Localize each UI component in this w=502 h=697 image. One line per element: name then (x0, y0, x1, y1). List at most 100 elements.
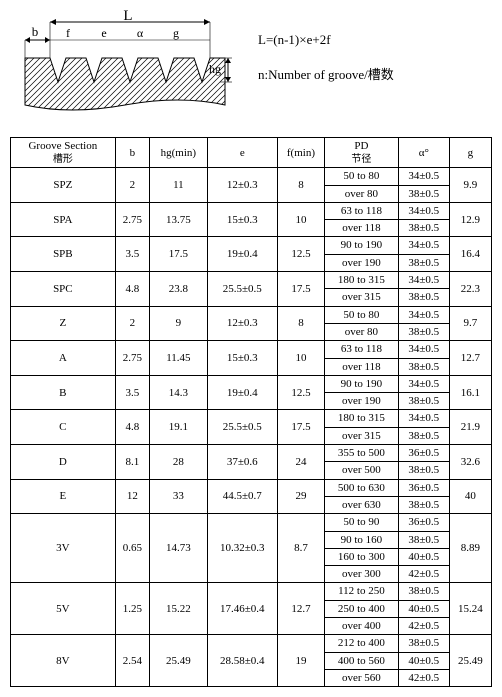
cell-alpha: 36±0.5 (398, 514, 449, 531)
groove-diagram: L b f e α g hg (10, 10, 240, 125)
cell-g: 22.3 (449, 272, 491, 307)
hdr-g: g (449, 138, 491, 168)
cell-section: C (11, 410, 116, 445)
cell-e: 10.32±0.3 (207, 514, 277, 583)
cell-alpha: 38±0.5 (398, 289, 449, 306)
table-row: A2.7511.4515±0.31063 to 11834±0.512.7 (11, 341, 492, 358)
cell-hg: 23.8 (150, 272, 207, 307)
cell-f: 10 (277, 341, 324, 376)
cell-g: 25.49 (449, 635, 491, 687)
cell-g: 8.89 (449, 514, 491, 583)
cell-g: 40 (449, 479, 491, 514)
cell-b: 0.65 (115, 514, 149, 583)
cell-g: 12.9 (449, 202, 491, 237)
cell-alpha: 34±0.5 (398, 341, 449, 358)
cell-pd: 50 to 80 (324, 306, 398, 323)
cell-g: 12.7 (449, 341, 491, 376)
cell-alpha: 38±0.5 (398, 635, 449, 652)
cell-alpha: 34±0.5 (398, 168, 449, 185)
label-b: b (32, 24, 39, 39)
cell-pd: 90 to 190 (324, 375, 398, 392)
cell-f: 10 (277, 202, 324, 237)
cell-b: 2 (115, 306, 149, 341)
formula-line1: L=(n-1)×e+2f (258, 32, 394, 48)
formula-line2: n:Number of groove/槽数 (258, 64, 394, 83)
cell-hg: 11 (150, 168, 207, 203)
table-row: Z2912±0.3850 to 8034±0.59.7 (11, 306, 492, 323)
cell-alpha: 34±0.5 (398, 237, 449, 254)
cell-g: 15.24 (449, 583, 491, 635)
cell-alpha: 38±0.5 (398, 427, 449, 444)
cell-f: 19 (277, 635, 324, 687)
cell-b: 4.8 (115, 272, 149, 307)
table-row: 3V0.6514.7310.32±0.38.750 to 9036±0.58.8… (11, 514, 492, 531)
hdr-pd: PD节径 (324, 138, 398, 168)
cell-alpha: 38±0.5 (398, 358, 449, 375)
cell-e: 25.5±0.5 (207, 272, 277, 307)
cell-pd: 90 to 190 (324, 237, 398, 254)
cell-alpha: 34±0.5 (398, 272, 449, 289)
cell-pd: 112 to 250 (324, 583, 398, 600)
cell-pd: 180 to 315 (324, 272, 398, 289)
cell-f: 29 (277, 479, 324, 514)
cell-b: 12 (115, 479, 149, 514)
cell-g: 32.6 (449, 445, 491, 480)
cell-hg: 33 (150, 479, 207, 514)
cell-alpha: 38±0.5 (398, 393, 449, 410)
label-g: g (173, 26, 179, 40)
cell-alpha: 34±0.5 (398, 375, 449, 392)
cell-e: 19±0.4 (207, 375, 277, 410)
cell-hg: 9 (150, 306, 207, 341)
cell-pd: 400 to 560 (324, 652, 398, 669)
cell-b: 2 (115, 168, 149, 203)
cell-e: 28.58±0.4 (207, 635, 277, 687)
cell-g: 9.7 (449, 306, 491, 341)
cell-alpha: 38±0.5 (398, 531, 449, 548)
cell-alpha: 36±0.5 (398, 445, 449, 462)
cell-alpha: 42±0.5 (398, 566, 449, 583)
cell-e: 19±0.4 (207, 237, 277, 272)
cell-pd: over 315 (324, 427, 398, 444)
hdr-b: b (115, 138, 149, 168)
cell-b: 3.5 (115, 375, 149, 410)
cell-section: 8V (11, 635, 116, 687)
cell-e: 15±0.3 (207, 202, 277, 237)
cell-alpha: 40±0.5 (398, 652, 449, 669)
label-L: L (123, 10, 132, 24)
cell-f: 12.5 (277, 375, 324, 410)
cell-hg: 28 (150, 445, 207, 480)
table-row: B3.514.319±0.412.590 to 19034±0.516.1 (11, 375, 492, 392)
cell-pd: over 560 (324, 669, 398, 686)
cell-pd: over 80 (324, 323, 398, 340)
cell-section: E (11, 479, 116, 514)
cell-hg: 19.1 (150, 410, 207, 445)
cell-pd: over 190 (324, 254, 398, 271)
table-row: 8V2.5425.4928.58±0.419212 to 40038±0.525… (11, 635, 492, 652)
table-row: SPZ21112±0.3850 to 8034±0.59.9 (11, 168, 492, 185)
cell-b: 2.54 (115, 635, 149, 687)
cell-pd: 500 to 630 (324, 479, 398, 496)
cell-alpha: 38±0.5 (398, 254, 449, 271)
cell-hg: 17.5 (150, 237, 207, 272)
cell-alpha: 38±0.5 (398, 496, 449, 513)
cell-g: 9.9 (449, 168, 491, 203)
cell-pd: over 118 (324, 358, 398, 375)
cell-f: 12.7 (277, 583, 324, 635)
table-row: SPC4.823.825.5±0.517.5180 to 31534±0.522… (11, 272, 492, 289)
cell-pd: 180 to 315 (324, 410, 398, 427)
cell-hg: 14.3 (150, 375, 207, 410)
hdr-e: e (207, 138, 277, 168)
cell-b: 8.1 (115, 445, 149, 480)
cell-hg: 11.45 (150, 341, 207, 376)
cell-section: D (11, 445, 116, 480)
cell-f: 8 (277, 306, 324, 341)
cell-alpha: 38±0.5 (398, 583, 449, 600)
cell-b: 2.75 (115, 202, 149, 237)
table-row: E123344.5±0.729500 to 63036±0.540 (11, 479, 492, 496)
cell-section: SPZ (11, 168, 116, 203)
cell-pd: over 630 (324, 496, 398, 513)
cell-pd: over 500 (324, 462, 398, 479)
cell-e: 44.5±0.7 (207, 479, 277, 514)
groove-table: Groove Section槽形 b hg(min) e f(min) PD节径… (10, 137, 492, 687)
cell-section: SPC (11, 272, 116, 307)
